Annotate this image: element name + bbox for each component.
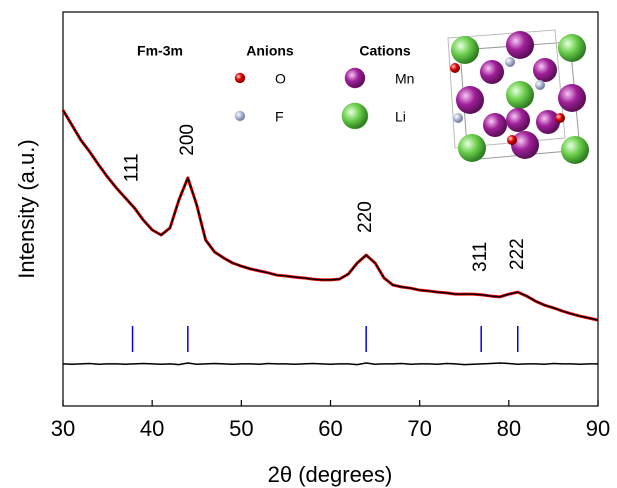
legend-label: Li <box>395 109 406 125</box>
atom-sphere <box>536 110 560 134</box>
atom-sphere <box>558 34 586 62</box>
crystal-structure <box>447 29 589 164</box>
peak-label: 111 <box>122 153 143 182</box>
legend-marker <box>234 110 246 122</box>
x-tick-label: 70 <box>407 416 431 441</box>
legend-marker <box>234 72 246 84</box>
atom-sphere <box>561 136 589 164</box>
legend-label: F <box>275 109 284 125</box>
x-tick-label: 90 <box>586 416 610 441</box>
y-axis-title: Intensity (a.u.) <box>14 139 39 278</box>
peak-label: 311 <box>470 242 491 272</box>
atom-sphere <box>483 113 507 137</box>
peak-label: 200 <box>177 124 198 156</box>
atom-sphere <box>451 36 479 64</box>
atom-sphere <box>506 31 534 59</box>
atom-sphere <box>511 131 539 159</box>
atom-sphere <box>480 60 504 84</box>
x-tick-label: 30 <box>51 416 75 441</box>
atom-sphere <box>555 113 565 123</box>
legend-marker <box>341 102 369 130</box>
x-tick-label: 80 <box>497 416 521 441</box>
peak-label: 220 <box>355 201 376 233</box>
atom-sphere <box>506 108 530 132</box>
legend-anions-title: Anions <box>246 43 294 59</box>
atom-sphere <box>558 84 586 112</box>
x-tick-label: 60 <box>318 416 342 441</box>
x-axis-title: 2θ (degrees) <box>268 462 393 487</box>
atom-sphere <box>456 86 484 114</box>
data-line <box>62 109 599 321</box>
x-tick-label: 40 <box>140 416 164 441</box>
peak-label: 222 <box>507 238 528 270</box>
legend-label: O <box>275 71 286 87</box>
atom-sphere <box>507 135 517 145</box>
legend-label: Mn <box>395 71 414 87</box>
atom-sphere <box>505 57 515 67</box>
atom-sphere <box>506 81 534 109</box>
atom-sphere <box>535 80 545 90</box>
data-line <box>62 362 598 366</box>
atom-sphere <box>450 63 460 73</box>
atom-sphere <box>453 113 463 123</box>
legend-marker <box>344 67 366 89</box>
atom-sphere <box>458 134 486 162</box>
atom-sphere <box>533 58 557 82</box>
legend-cations-title: Cations <box>359 43 411 59</box>
x-tick-label: 50 <box>229 416 253 441</box>
legend-phase: Fm-3m <box>137 43 183 59</box>
